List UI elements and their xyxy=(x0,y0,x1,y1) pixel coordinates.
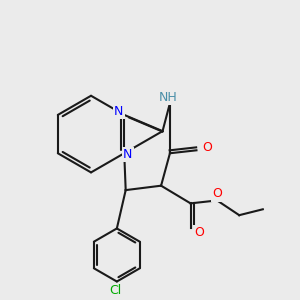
Text: NH: NH xyxy=(159,91,178,104)
Text: O: O xyxy=(202,141,212,154)
Text: Cl: Cl xyxy=(109,284,122,298)
Text: O: O xyxy=(212,188,222,200)
Text: N: N xyxy=(123,148,132,161)
Text: O: O xyxy=(194,226,204,239)
Text: N: N xyxy=(114,105,124,118)
